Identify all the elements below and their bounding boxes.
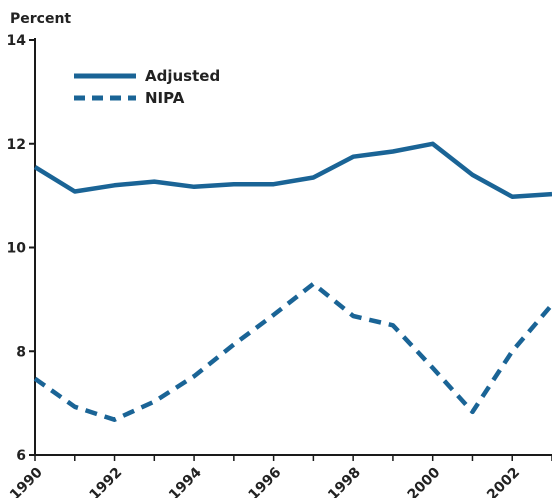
x-tick-label: 2000 bbox=[405, 464, 444, 498]
legend-label-nipa: NIPA bbox=[145, 89, 185, 107]
legend: Adjusted NIPA bbox=[74, 67, 220, 107]
x-tick-label: 1990 bbox=[7, 464, 46, 498]
x-tick-label: 1992 bbox=[86, 465, 125, 498]
series-lines bbox=[33, 141, 552, 422]
y-tick-label: 10 bbox=[7, 241, 27, 257]
series-line-nipa bbox=[33, 281, 552, 422]
x-tick-label: 1996 bbox=[246, 465, 285, 498]
y-tick-label: 8 bbox=[16, 344, 26, 360]
y-tick-label: 6 bbox=[16, 448, 26, 464]
series-line-adjusted bbox=[33, 141, 552, 199]
x-tick-label: 1998 bbox=[325, 465, 364, 498]
x-tick-label: 2002 bbox=[484, 465, 523, 498]
axes bbox=[34, 38, 552, 456]
x-axis-ticks: 1990 1992 1994 1996 1998 2000 2002 bbox=[7, 455, 552, 498]
y-axis-ticks: 6 8 10 12 14 bbox=[7, 33, 35, 464]
y-tick-label: 12 bbox=[7, 137, 26, 153]
legend-label-adjusted: Adjusted bbox=[145, 67, 220, 85]
y-axis-unit-label: Percent bbox=[10, 11, 71, 27]
y-tick-label: 14 bbox=[7, 33, 27, 49]
x-tick-label: 1994 bbox=[166, 464, 205, 498]
